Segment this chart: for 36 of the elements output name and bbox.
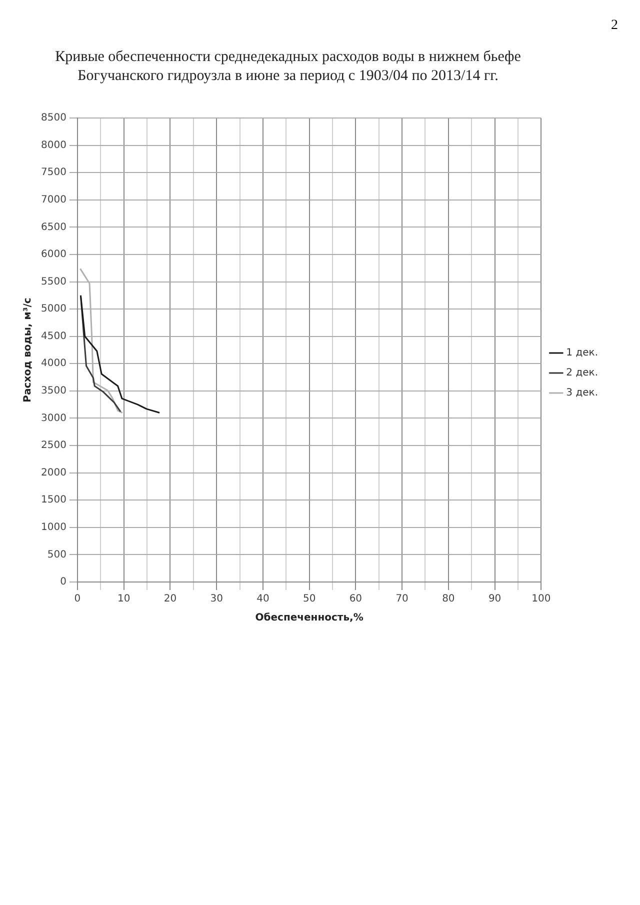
y-tick-label: 7000 xyxy=(40,194,66,206)
y-tick-label: 8000 xyxy=(40,140,66,151)
y-tick-label: 6000 xyxy=(40,249,66,260)
y-axis-title: Расход воды, м³/с xyxy=(22,298,34,402)
x-axis-title: Обеспеченность,% xyxy=(255,612,364,624)
text: 2 xyxy=(611,18,618,34)
y-tick-label: 1000 xyxy=(40,522,66,534)
legend-label: 1 дек. xyxy=(566,348,598,359)
y-tick-label: 0 xyxy=(60,576,66,588)
x-tick-label: 10 xyxy=(117,594,130,605)
y-tick-label: 5500 xyxy=(40,276,66,288)
y-tick-label: 500 xyxy=(47,549,66,560)
y-tick-label: 4000 xyxy=(40,358,66,370)
chart-title: Кривые обеспеченности среднедекадных расходов воды в нижнем бьефе Богучанского гидроузла в июне за период с 1903/04 по 2013/14 гг. xyxy=(54,48,522,86)
y-tick-label: 1500 xyxy=(40,494,66,506)
y-tick-label: 5000 xyxy=(40,304,66,315)
y-tick-label: 6500 xyxy=(40,222,66,233)
y-tick-label: 2500 xyxy=(40,440,66,452)
x-tick-label: 100 xyxy=(532,594,551,605)
legend-label: 3 дек. xyxy=(566,388,598,399)
y-tick-label: 4500 xyxy=(40,330,66,342)
x-tick-label: 40 xyxy=(256,594,270,605)
x-tick-label: 20 xyxy=(164,594,177,605)
x-tick-label: 0 xyxy=(74,594,81,605)
x-tick-label: 50 xyxy=(302,594,316,605)
x-tick-label: 90 xyxy=(488,594,502,605)
x-tick-label: 30 xyxy=(210,594,223,605)
y-tick-label: 3500 xyxy=(40,386,66,397)
y-tick-label: 8500 xyxy=(40,112,66,124)
y-tick-label: 2000 xyxy=(40,467,66,478)
x-tick-label: 80 xyxy=(442,594,455,605)
y-tick-label: 3000 xyxy=(40,412,66,424)
legend-label: 2 дек. xyxy=(566,368,598,379)
y-tick-label: 7500 xyxy=(40,167,66,178)
x-tick-label: 70 xyxy=(396,594,408,605)
x-tick-label: 60 xyxy=(349,594,362,605)
